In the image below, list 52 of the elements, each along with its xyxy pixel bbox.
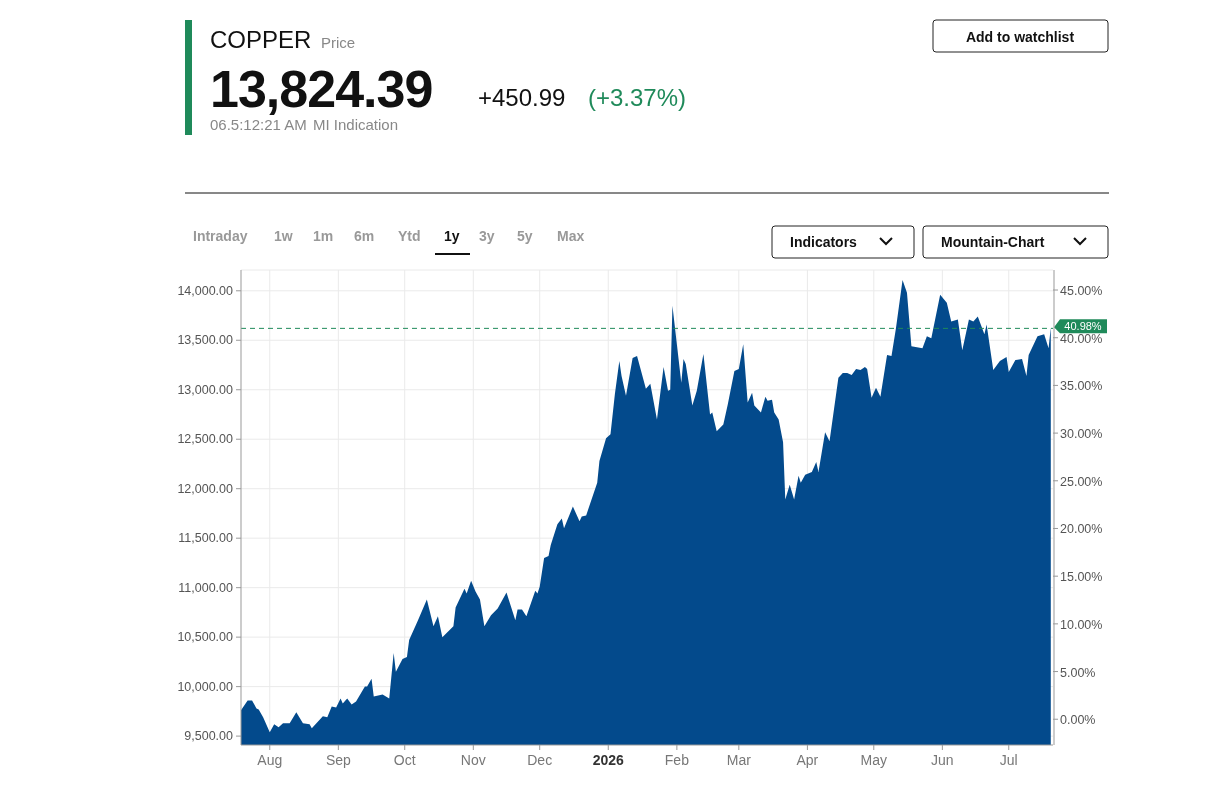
y2-tick-label: 45.00% [1060, 284, 1103, 299]
x-tick-label: Apr [796, 752, 819, 768]
x-tick-label: Oct [393, 752, 416, 768]
text: 06.5:12:21 AM [210, 116, 307, 133]
ref-line-label: 40.98% [1064, 320, 1102, 333]
y2-tick-label: 40.00% [1060, 331, 1103, 346]
text: Ytd [398, 228, 421, 244]
x-tick-label: Dec [527, 752, 553, 768]
y-tick-label: 9,500.00 [184, 729, 234, 744]
x-tick-label: Nov [460, 752, 486, 768]
y-tick-label: 13,000.00 [177, 382, 234, 397]
y-tick-label: 12,500.00 [177, 432, 234, 447]
x-tick-label: Feb [664, 752, 690, 768]
y2-tick-label: 5.00% [1060, 665, 1096, 680]
y2-tick-label: 20.00% [1060, 522, 1103, 537]
x-tick-label: Mar [726, 752, 752, 768]
text: 1w [274, 228, 293, 244]
text: 1y [444, 228, 460, 244]
text: +450.99 [478, 84, 566, 111]
x-tick-label: Aug [257, 752, 283, 768]
text: Max [557, 228, 585, 244]
y2-tick-label: 10.00% [1060, 617, 1103, 632]
y-tick-label: 14,000.00 [177, 283, 234, 298]
x-tick-label: May [860, 752, 888, 768]
x-tick-label: 2026 [592, 752, 625, 768]
text: Indicators [790, 234, 858, 250]
text: Mountain-Chart [941, 234, 1045, 250]
x-tick-label: Jun [931, 752, 954, 768]
y-tick-label: 11,000.00 [178, 580, 234, 595]
text: 1m [313, 228, 334, 244]
text: 13,824.39 [210, 60, 433, 118]
text: Add to watchlist [965, 29, 1075, 45]
text: 6m [354, 228, 375, 244]
text: 3y [479, 228, 495, 244]
x-tick-label: Sep [325, 752, 352, 768]
y2-tick-label: 0.00% [1060, 713, 1096, 728]
y2-tick-label: 15.00% [1060, 570, 1103, 585]
y2-tick-label: 35.00% [1060, 379, 1103, 394]
y2-tick-label: 30.00% [1060, 427, 1103, 442]
y-tick-label: 10,500.00 [177, 630, 234, 645]
text: Intraday [193, 228, 248, 244]
y-tick-label: 12,000.00 [177, 481, 234, 496]
y-tick-label: 13,500.00 [177, 333, 234, 348]
y2-tick-label: 25.00% [1060, 474, 1103, 489]
chart-subtitle: Price [321, 34, 356, 51]
y-tick-label: 11,500.00 [178, 531, 234, 546]
x-tick-label: Jul [999, 752, 1018, 768]
text: MI Indication [313, 116, 399, 133]
chart-title: COPPER [210, 26, 312, 53]
y-tick-label: 10,000.00 [177, 679, 234, 694]
text: (+3.37%) [588, 84, 687, 111]
text: 5y [517, 228, 533, 244]
